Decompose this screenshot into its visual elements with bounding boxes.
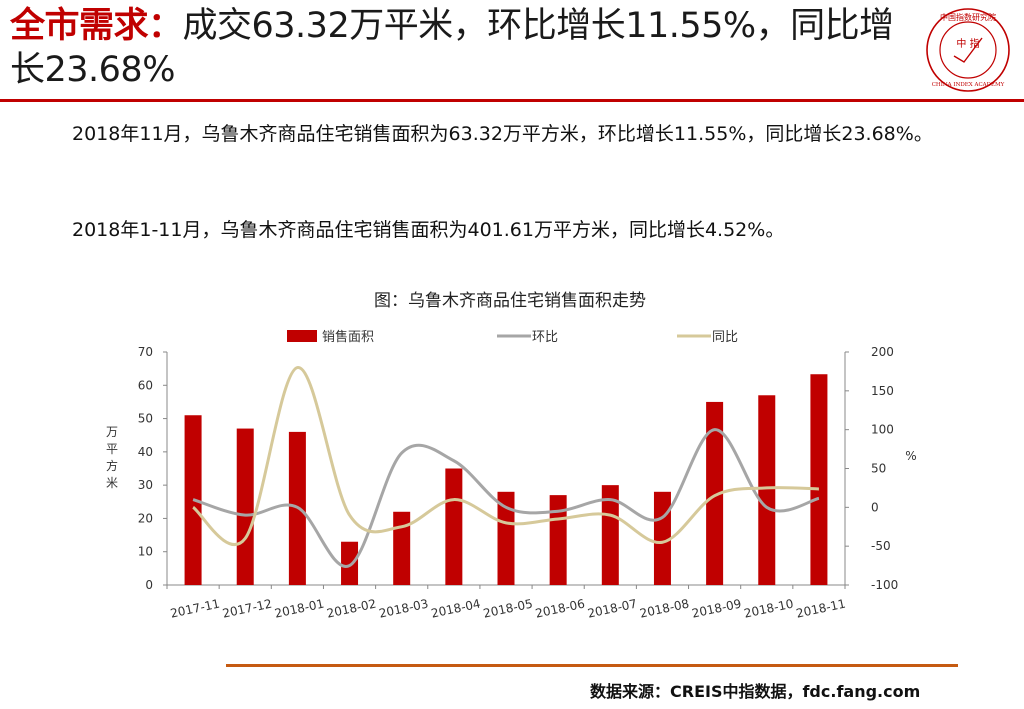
x-tick-label: 2017-12 [221,597,273,621]
title-keyword: 全市需求： [10,6,183,46]
bar-sales-area [236,428,254,585]
x-tick-label: 2018-08 [638,597,690,621]
legend-swatch-sales-area [287,330,317,342]
bar-sales-area [393,511,411,585]
y-tick-label: 10 [138,545,153,559]
x-tick-label: 2018-03 [378,597,430,621]
y-tick-label: 70 [138,345,153,359]
bar-sales-area [497,491,515,585]
footer-divider [226,664,958,667]
x-tick-label: 2018-11 [795,597,847,621]
y2-tick-label: 150 [871,384,894,398]
y2-tick-label: -50 [871,539,891,553]
bar-sales-area [341,541,359,585]
y2-tick-label: 0 [871,500,879,514]
legend-label-sales-area: 销售面积 [322,329,374,345]
logo-bottom-text: CHINA INDEX ACADEMY [932,82,1005,88]
y-tick-label: 60 [138,378,153,392]
y-tick-label: 40 [138,445,153,459]
legend-label-mom: 环比 [532,330,558,345]
summary-paragraph-monthly: 2018年11月，乌鲁木齐商品住宅销售面积为63.32万平方米，环比增长11.5… [72,123,933,145]
china-index-academy-logo: 中 指 中国指数研究院 CHINA INDEX ACADEMY [926,8,1010,92]
summary-paragraph-ytd: 2018年1-11月，乌鲁木齐商品住宅销售面积为401.61万平方米，同比增长4… [72,219,785,241]
chart-title: 图：乌鲁木齐商品住宅销售面积走势 [374,291,646,311]
bar-sales-area [549,495,567,585]
y-axis-label-char: 万 [106,425,118,439]
y2-tick-label: -100 [871,578,898,592]
bar-sales-area [601,485,619,585]
bar-sales-area [445,468,463,585]
y-axis-label-char: 米 [106,476,118,490]
bar-sales-area [706,401,724,585]
legend-label-yoy: 同比 [712,330,738,345]
y2-tick-label: 200 [871,345,894,359]
x-tick-label: 2018-05 [482,597,534,621]
y-tick-label: 20 [138,511,153,525]
header-divider [0,99,1024,102]
y-axis-label-char: 方 [106,458,118,473]
line-yoy-change [192,366,819,547]
title-headline: 成交63.32万平米，环比增长11.55%，同比增长23.68% [10,6,894,90]
page-title: 全市需求：成交63.32万平米，环比增长11.55%，同比增长23.68% [10,4,910,92]
x-tick-label: 2017-11 [169,597,221,621]
x-tick-label: 2018-04 [430,597,482,621]
y-tick-label: 30 [138,478,153,492]
line-mom-change [192,428,820,568]
x-tick-label: 2018-07 [586,597,638,621]
x-tick-label: 2018-02 [326,597,378,621]
y-axis-label-char: 平 [106,442,118,456]
bar-sales-area [758,395,776,585]
y-tick-label: 0 [145,578,153,592]
x-tick-label: 2018-01 [273,597,325,621]
y2-tick-label: 100 [871,423,894,437]
y2-axis-label: % [905,449,916,463]
y-tick-label: 50 [138,412,153,426]
logo-top-text: 中国指数研究院 [940,12,996,22]
bar-sales-area [810,374,828,585]
x-tick-label: 2018-09 [691,597,743,621]
logo-center-text: 中 指 [956,37,979,50]
y2-tick-label: 50 [871,462,886,476]
x-tick-label: 2018-10 [743,597,795,621]
data-source-note: 数据来源：CREIS中指数据，fdc.fang.com [590,682,921,701]
x-tick-label: 2018-06 [534,597,586,621]
